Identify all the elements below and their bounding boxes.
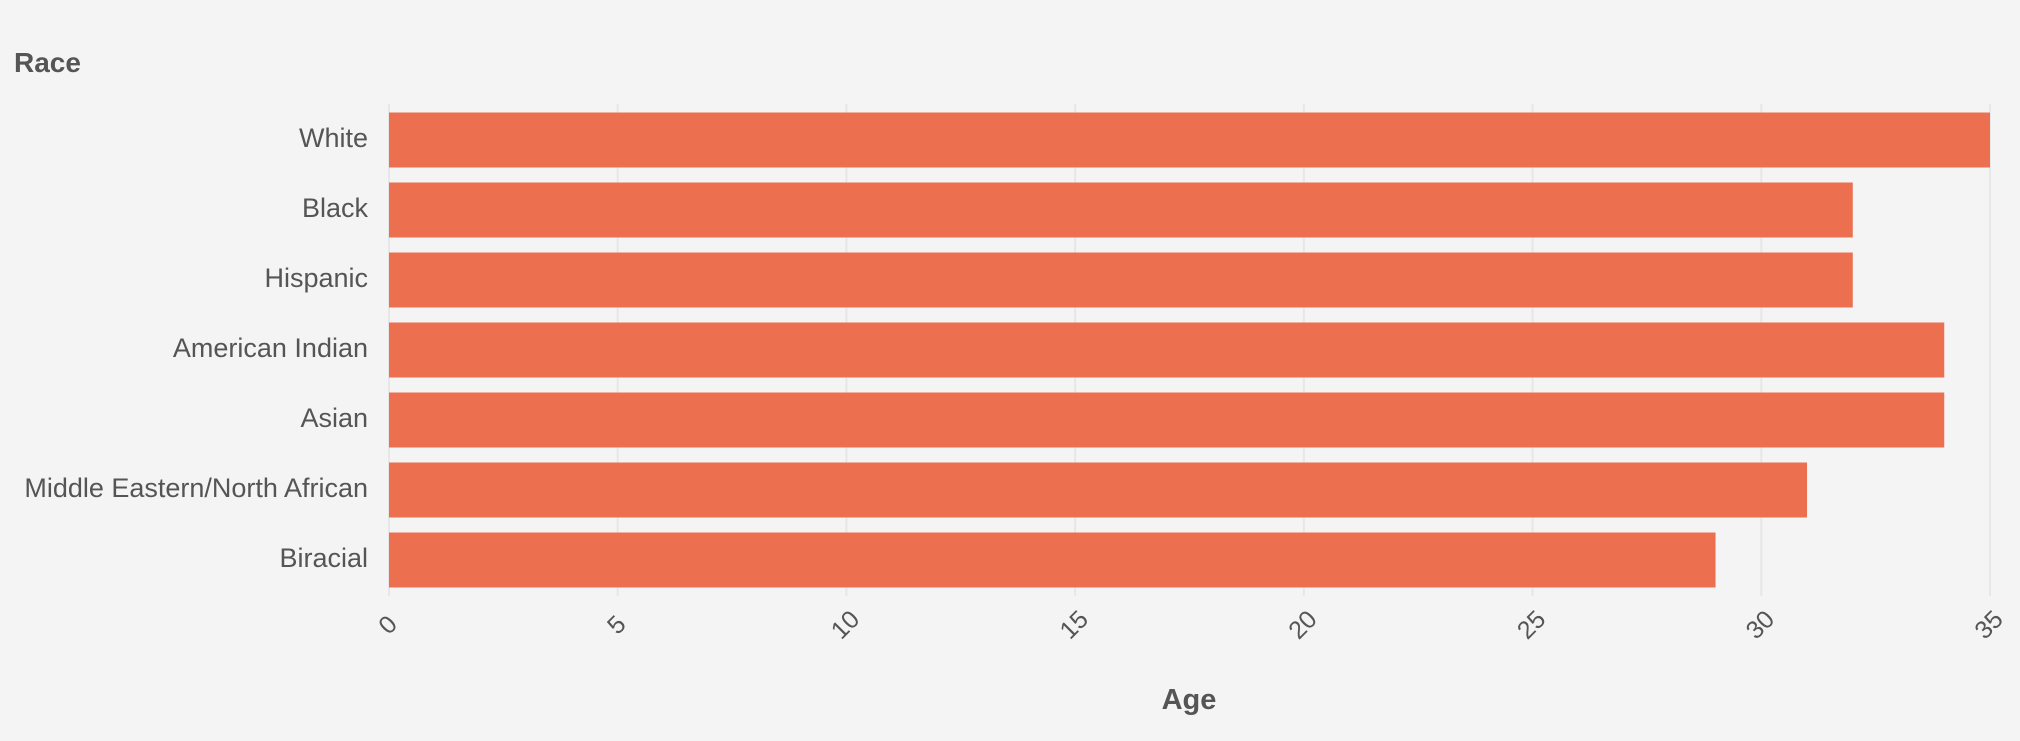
x-tick-label: 10 xyxy=(826,605,865,644)
category-label: American Indian xyxy=(173,333,368,363)
bar xyxy=(389,392,1945,448)
category-label: Black xyxy=(302,193,369,223)
category-label: Asian xyxy=(300,403,368,433)
bar xyxy=(389,462,1808,518)
category-label: White xyxy=(299,123,368,153)
x-tick-label: 15 xyxy=(1054,605,1093,644)
category-label: Hispanic xyxy=(264,263,368,293)
category-labels: White Black Hispanic American Indian Asian Mi… xyxy=(24,123,368,573)
category-label: Biracial xyxy=(279,543,368,573)
x-tick-label: 30 xyxy=(1741,605,1780,644)
x-axis-title: Age xyxy=(1162,684,1217,716)
bar xyxy=(389,532,1716,588)
y-axis-title: Race xyxy=(14,47,81,78)
x-tick-label: 25 xyxy=(1512,605,1551,644)
category-label: Middle Eastern/North African xyxy=(24,473,368,503)
x-tick-labels: 0 5 10 15 20 25 30 35 xyxy=(373,605,2009,644)
bars xyxy=(389,112,1990,588)
x-tick-label: 5 xyxy=(602,610,632,640)
x-tick-label: 20 xyxy=(1283,605,1322,644)
bar xyxy=(389,182,1853,238)
bar xyxy=(389,322,1945,378)
x-tick-label: 35 xyxy=(1969,605,2008,644)
bar xyxy=(389,112,1990,168)
bar xyxy=(389,252,1853,308)
x-tick-label: 0 xyxy=(373,610,403,640)
